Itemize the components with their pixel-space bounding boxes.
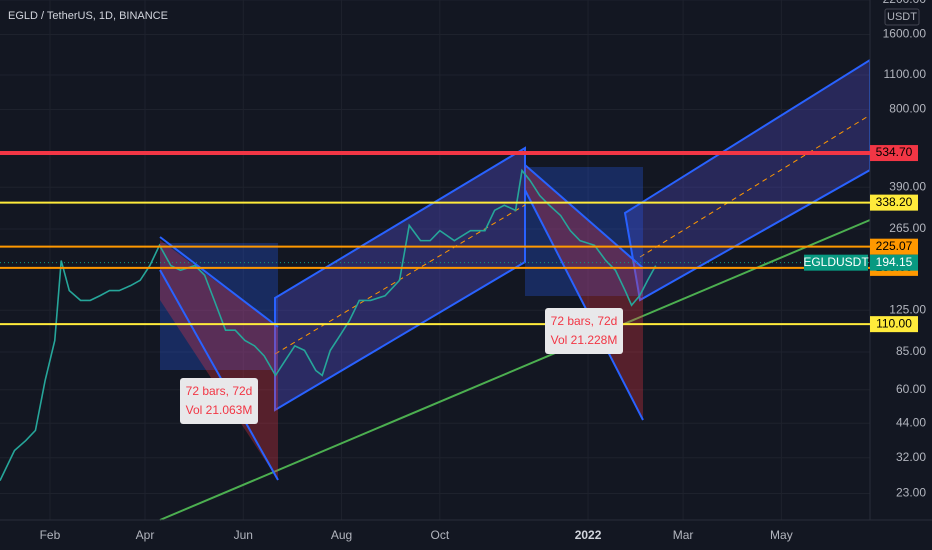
symbol-tag [804, 254, 868, 271]
x-tick-label: Mar [673, 528, 694, 542]
y-tick-label: 265.00 [889, 221, 926, 235]
y-tick-label: 60.00 [896, 382, 926, 396]
chart-title: EGLD / TetherUS, 1D, BINANCE [8, 10, 168, 22]
y-tick-label: 1100.00 [884, 67, 927, 81]
currency: USDT [887, 11, 917, 23]
price-line [0, 168, 657, 481]
measure-volume: Vol 21.063M [186, 403, 253, 417]
y-tick-label: 44.00 [896, 415, 926, 429]
channel-edge [524, 189, 644, 421]
measure-box [525, 167, 643, 296]
level-tag [870, 238, 918, 255]
last-price-label: 194.15 [876, 255, 913, 269]
y-tick-label: 1600.00 [883, 27, 927, 41]
measure-label-box [545, 308, 623, 354]
x-tick-label: 2022 [575, 528, 602, 542]
measure-volume: Vol 21.228M [551, 333, 618, 347]
measure-bars: 72 bars, 72d [186, 384, 253, 398]
level-tag [870, 316, 918, 333]
x-tick-label: Feb [40, 528, 61, 542]
channel-mid [639, 114, 871, 258]
y-tick-label: 23.00 [896, 486, 926, 500]
y-tick-label: 85.00 [896, 344, 926, 358]
x-tick-label: Oct [430, 528, 449, 542]
symbol-label: EGLDUSDT [803, 255, 869, 269]
x-tick-label: Apr [136, 528, 155, 542]
last-price-tag [870, 254, 918, 271]
channel-edge [159, 236, 279, 328]
level-label: 534.70 [876, 145, 913, 159]
y-tick-label: 2200.00 [883, 0, 927, 6]
measure-bars: 72 bars, 72d [551, 314, 618, 328]
channel-edge [524, 164, 644, 269]
measure-label-box [180, 378, 258, 424]
y-tick-label: 125.00 [889, 302, 926, 316]
level-tag [870, 194, 918, 211]
y-tick-label: 800.00 [889, 102, 926, 116]
x-tick-label: Aug [331, 528, 352, 542]
trend-line [159, 219, 871, 521]
currency-box [884, 8, 920, 26]
x-tick-label: May [770, 528, 793, 542]
level-label: 110.00 [876, 316, 912, 330]
y-tick-label: 32.00 [896, 450, 926, 464]
x-tick-label: Jun [234, 528, 253, 542]
level-label: 225.07 [876, 239, 913, 253]
y-tick-label: 390.00 [889, 179, 926, 193]
measure-drop [525, 165, 643, 420]
channel-edge [159, 269, 279, 481]
level-label: 338.20 [876, 195, 913, 209]
level-tag [870, 145, 918, 162]
grid [0, 0, 870, 520]
